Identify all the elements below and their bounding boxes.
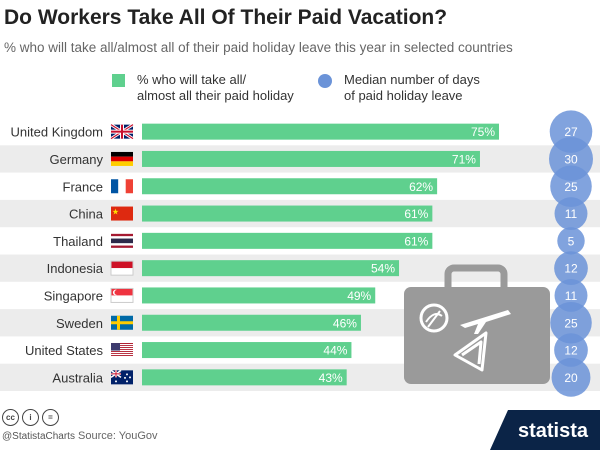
legend-item-days: Median number of days of paid holiday le… <box>318 72 480 104</box>
category-label: China <box>69 207 104 222</box>
statista-logo-text: statista <box>517 420 588 442</box>
united-states-flag-icon <box>111 343 133 358</box>
bubble <box>554 333 588 367</box>
thailand-flag-icon <box>111 233 133 248</box>
category-label: Sweden <box>56 316 103 331</box>
bubble-value-label: 12 <box>564 344 578 358</box>
bubble <box>551 357 591 397</box>
bar <box>142 260 400 277</box>
bar-value-label: 44% <box>323 344 347 358</box>
legend-swatch-days <box>318 74 332 88</box>
flag-icons <box>110 123 134 385</box>
bar-value-label: 49% <box>347 289 371 303</box>
bar-value-label: 46% <box>333 316 357 330</box>
uk-flag-icon <box>110 123 134 140</box>
chart-subtitle: % who will take all/almost all of their … <box>4 40 513 55</box>
germany-flag-icon <box>111 151 133 166</box>
bubble-value-label: 27 <box>564 125 578 139</box>
sticker-circle-icon <box>419 303 449 333</box>
legend-swatch-percent <box>112 74 125 87</box>
bar-value-label: 71% <box>452 152 476 166</box>
category-label: United Kingdom <box>11 125 104 140</box>
bar <box>142 205 433 222</box>
footer: cc i = @StatistaCharts Source: YouGov st… <box>0 406 600 450</box>
bubble <box>554 251 588 286</box>
bubble <box>550 165 592 208</box>
bar-value-label: 43% <box>319 371 343 385</box>
chart-title: Do Workers Take All Of Their Paid Vacati… <box>4 6 448 29</box>
legend-label-days: Median number of days of paid holiday le… <box>344 72 480 103</box>
bubble <box>554 197 588 231</box>
category-labels: United Kingdom Germany France China Thailand… <box>11 125 104 386</box>
sweden-flag-icon <box>111 315 133 330</box>
source-note: Source: YouGov <box>78 430 158 442</box>
legend-label-percent: % who will take all/ almost all their pa… <box>137 72 294 103</box>
category-label: Indonesia <box>47 261 104 276</box>
bar <box>142 232 433 249</box>
bars: 75% 71% 62% 61% 61% 54%49% 46% 44% 43% <box>142 123 499 386</box>
bubble-value-label: 25 <box>564 180 578 194</box>
bubble <box>557 227 585 255</box>
license-icons: cc i = <box>2 409 59 426</box>
bubble-value-label: 5 <box>568 234 575 248</box>
suitcase-body <box>404 287 550 384</box>
bar-value-label: 61% <box>404 234 428 248</box>
no-derivatives-icon: = <box>42 409 59 426</box>
bubble-value-label: 25 <box>564 316 578 330</box>
category-label: Germany <box>50 152 104 167</box>
bar <box>142 123 499 140</box>
bar <box>142 178 438 195</box>
cc-icon: cc <box>2 409 19 426</box>
sticker-swirl-icon <box>425 310 443 328</box>
bar <box>142 342 352 359</box>
bar-value-label: 61% <box>404 207 428 221</box>
category-label: Singapore <box>44 288 103 303</box>
bar-value-label: 54% <box>371 262 395 276</box>
category-label: Thailand <box>53 234 103 249</box>
bubbles: 27 30 25 11 5 12 11 25 12 20 <box>549 110 593 397</box>
attribution-icon: i <box>22 409 39 426</box>
bubble-value-label: 20 <box>564 371 578 385</box>
category-label: United States <box>25 343 104 358</box>
bar-value-label: 75% <box>471 125 495 139</box>
category-label: France <box>63 179 103 194</box>
bubble-value-label: 12 <box>564 262 578 276</box>
bubble <box>550 301 592 344</box>
bar <box>142 369 347 386</box>
bar <box>142 287 376 304</box>
legend-item-percent: % who will take all/ almost all their pa… <box>112 72 294 104</box>
bar <box>142 150 480 167</box>
statista-logo-badge <box>490 410 600 450</box>
bubble-value-label: 30 <box>564 152 578 166</box>
china-flag-icon <box>111 206 133 221</box>
airplane-icon <box>460 310 511 334</box>
australia-flag-icon <box>110 369 133 385</box>
suitcase-illustration <box>404 264 550 384</box>
category-label: Australia <box>52 370 103 385</box>
singapore-flag-icon <box>110 287 134 303</box>
bar-value-label: 62% <box>409 180 433 194</box>
sticker-triangle-icon <box>453 331 488 372</box>
france-flag-icon <box>111 179 133 194</box>
social-handle: @StatistaCharts <box>2 431 75 442</box>
bar <box>142 314 361 331</box>
bubble-value-label: 11 <box>565 207 578 221</box>
indonesia-flag-icon <box>110 260 134 276</box>
bubble-value-label: 11 <box>565 289 578 303</box>
